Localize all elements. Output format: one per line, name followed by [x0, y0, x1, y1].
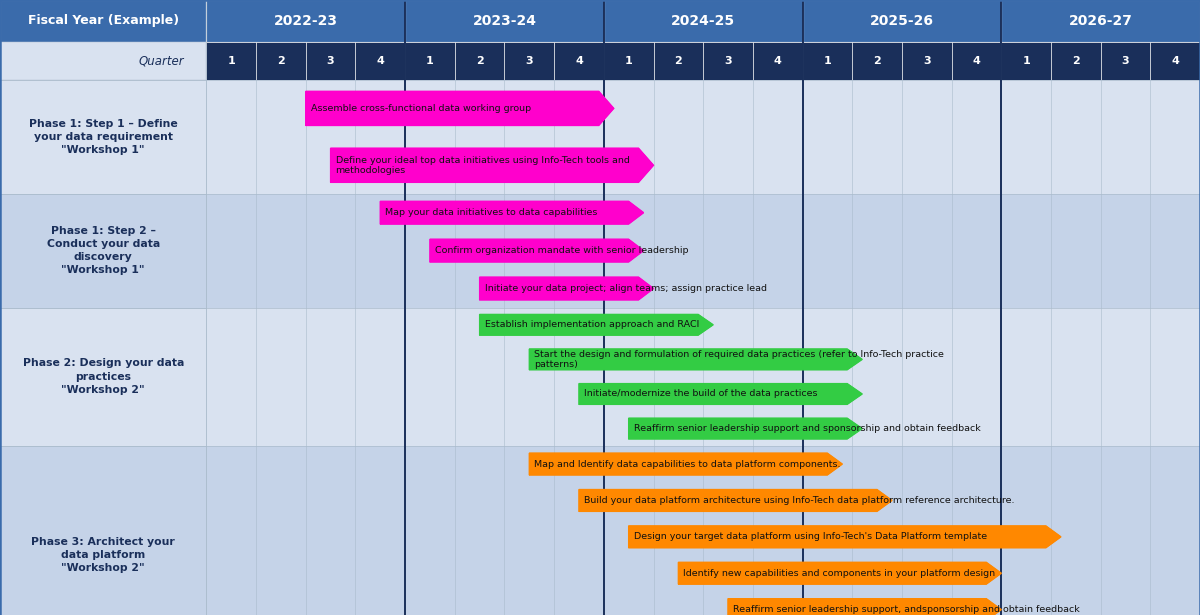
Bar — [752, 42, 803, 80]
Bar — [306, 42, 355, 80]
Bar — [1001, 0, 1200, 42]
Text: 3: 3 — [326, 56, 335, 66]
Polygon shape — [529, 453, 842, 475]
Bar — [1100, 42, 1151, 80]
Bar — [703, 42, 752, 80]
Text: 3: 3 — [526, 56, 533, 66]
Polygon shape — [629, 418, 862, 439]
Text: Identify new capabilities and components in your platform design: Identify new capabilities and components… — [683, 569, 996, 577]
Bar — [504, 42, 554, 80]
Bar — [206, 0, 406, 42]
Bar — [852, 42, 902, 80]
Bar — [554, 42, 604, 80]
Bar — [604, 0, 803, 42]
Text: 2025-26: 2025-26 — [870, 14, 934, 28]
Bar — [604, 42, 654, 80]
Text: 2: 2 — [874, 56, 881, 66]
Polygon shape — [331, 148, 654, 182]
Polygon shape — [380, 201, 643, 224]
Text: Phase 3: Architect your
data platform
"Workshop 2": Phase 3: Architect your data platform "W… — [31, 537, 175, 573]
Text: Confirm organization mandate with senior leadership: Confirm organization mandate with senior… — [434, 246, 689, 255]
Text: 2: 2 — [674, 56, 683, 66]
Bar — [406, 0, 604, 42]
Bar — [206, 42, 256, 80]
Text: Phase 1: Step 2 –
Conduct your data
discovery
"Workshop 1": Phase 1: Step 2 – Conduct your data disc… — [47, 226, 160, 276]
Text: Build your data platform architecture using Info-Tech data platform reference ar: Build your data platform architecture us… — [584, 496, 1014, 505]
Text: 3: 3 — [923, 56, 930, 66]
Text: 2024-25: 2024-25 — [671, 14, 736, 28]
Text: 1: 1 — [227, 56, 235, 66]
Bar — [256, 42, 306, 80]
Polygon shape — [529, 349, 862, 370]
Bar — [1151, 42, 1200, 80]
Polygon shape — [629, 526, 1061, 548]
Text: 2: 2 — [277, 56, 284, 66]
Text: 4: 4 — [377, 56, 384, 66]
Text: 1: 1 — [1022, 56, 1030, 66]
Polygon shape — [728, 599, 1001, 615]
Polygon shape — [306, 91, 613, 125]
Bar — [902, 42, 952, 80]
Bar — [0, 80, 206, 194]
Bar — [455, 42, 504, 80]
Bar — [0, 446, 206, 615]
Bar — [654, 42, 703, 80]
Text: Fiscal Year (Example): Fiscal Year (Example) — [28, 14, 179, 28]
Text: 1: 1 — [625, 56, 632, 66]
Text: Assemble cross-functional data working group: Assemble cross-functional data working g… — [311, 104, 530, 113]
Text: Reaffirm senior leadership support, andsponsorship and obtain feedback: Reaffirm senior leadership support, ands… — [733, 605, 1080, 614]
Polygon shape — [580, 384, 862, 405]
Text: 4: 4 — [972, 56, 980, 66]
Text: Design your target data platform using Info-Tech's Data Platform template: Design your target data platform using I… — [634, 533, 986, 541]
Polygon shape — [580, 490, 892, 512]
Text: 2023-24: 2023-24 — [473, 14, 536, 28]
Text: 2022-23: 2022-23 — [274, 14, 337, 28]
Text: 3: 3 — [725, 56, 732, 66]
Text: 4: 4 — [1171, 56, 1180, 66]
Bar — [803, 42, 852, 80]
Bar — [206, 446, 1200, 615]
Bar — [206, 194, 1200, 308]
Bar — [0, 42, 206, 80]
Bar — [952, 42, 1001, 80]
Bar — [1001, 42, 1051, 80]
Text: Initiate your data project; align teams; assign practice lead: Initiate your data project; align teams;… — [485, 284, 767, 293]
Bar — [0, 194, 206, 308]
Text: 2: 2 — [1072, 56, 1080, 66]
Bar — [206, 308, 1200, 446]
Text: Reaffirm senior leadership support and sponsorship and obtain feedback: Reaffirm senior leadership support and s… — [634, 424, 980, 433]
Bar — [355, 42, 406, 80]
Text: Start the design and formulation of required data practices (refer to Info-Tech : Start the design and formulation of requ… — [534, 350, 944, 369]
Text: 1: 1 — [823, 56, 832, 66]
Bar — [1051, 42, 1100, 80]
Bar — [803, 0, 1001, 42]
Text: 1: 1 — [426, 56, 434, 66]
Text: Initiate/modernize the build of the data practices: Initiate/modernize the build of the data… — [584, 389, 817, 399]
Polygon shape — [430, 239, 643, 262]
Bar — [0, 308, 206, 446]
Text: Phase 1: Step 1 – Define
your data requirement
"Workshop 1": Phase 1: Step 1 – Define your data requi… — [29, 119, 178, 155]
Text: 2026-27: 2026-27 — [1069, 14, 1133, 28]
Polygon shape — [480, 277, 654, 300]
Bar — [206, 80, 1200, 194]
Polygon shape — [480, 314, 713, 335]
Text: 4: 4 — [774, 56, 781, 66]
Text: 4: 4 — [575, 56, 583, 66]
Text: Establish implementation approach and RACI: Establish implementation approach and RA… — [485, 320, 700, 329]
Text: Map your data initiatives to data capabilities: Map your data initiatives to data capabi… — [385, 208, 598, 217]
Text: Define your ideal top data initiatives using Info-Tech tools and
methodologies: Define your ideal top data initiatives u… — [336, 156, 630, 175]
Text: 3: 3 — [1122, 56, 1129, 66]
Bar — [406, 42, 455, 80]
Text: 2: 2 — [475, 56, 484, 66]
Polygon shape — [678, 562, 1001, 584]
Text: Phase 2: Design your data
practices
"Workshop 2": Phase 2: Design your data practices "Wor… — [23, 359, 184, 395]
Bar — [0, 0, 206, 42]
Text: Map and Identify data capabilities to data platform components.: Map and Identify data capabilities to da… — [534, 459, 841, 469]
Text: Quarter: Quarter — [138, 54, 184, 68]
